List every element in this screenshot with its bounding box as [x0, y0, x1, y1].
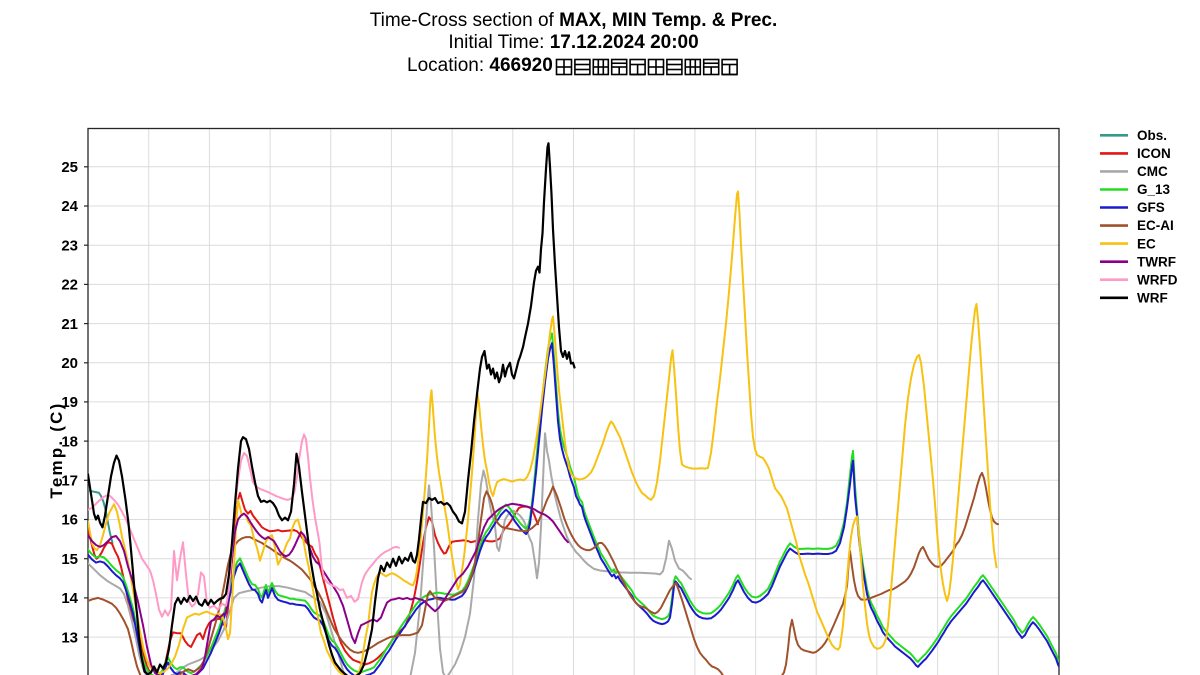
svg-text:ICON: ICON: [1137, 146, 1171, 161]
svg-text:WRF: WRF: [1137, 290, 1168, 305]
svg-text:14: 14: [61, 590, 78, 607]
svg-text:G_13: G_13: [1137, 182, 1171, 197]
svg-text:22: 22: [61, 277, 78, 294]
svg-text:21: 21: [61, 316, 78, 333]
svg-text:23: 23: [61, 237, 78, 254]
svg-text:TWRF: TWRF: [1137, 254, 1176, 269]
svg-text:17: 17: [61, 473, 78, 490]
svg-text:EC-AI: EC-AI: [1137, 218, 1174, 233]
svg-text:WRFD: WRFD: [1137, 272, 1178, 287]
svg-text:Temp. (C): Temp. (C): [47, 402, 66, 499]
svg-text:EC: EC: [1137, 236, 1156, 251]
svg-text:15: 15: [61, 551, 78, 568]
svg-text:25: 25: [61, 159, 78, 176]
svg-text:16: 16: [61, 512, 78, 529]
svg-text:GFS: GFS: [1137, 200, 1165, 215]
svg-text:CMC: CMC: [1137, 164, 1168, 179]
svg-text:13: 13: [61, 629, 78, 646]
svg-text:18: 18: [61, 433, 78, 450]
svg-text:20: 20: [61, 355, 78, 372]
svg-text:19: 19: [61, 394, 78, 411]
svg-text:Obs.: Obs.: [1137, 128, 1167, 143]
svg-text:24: 24: [61, 198, 78, 215]
